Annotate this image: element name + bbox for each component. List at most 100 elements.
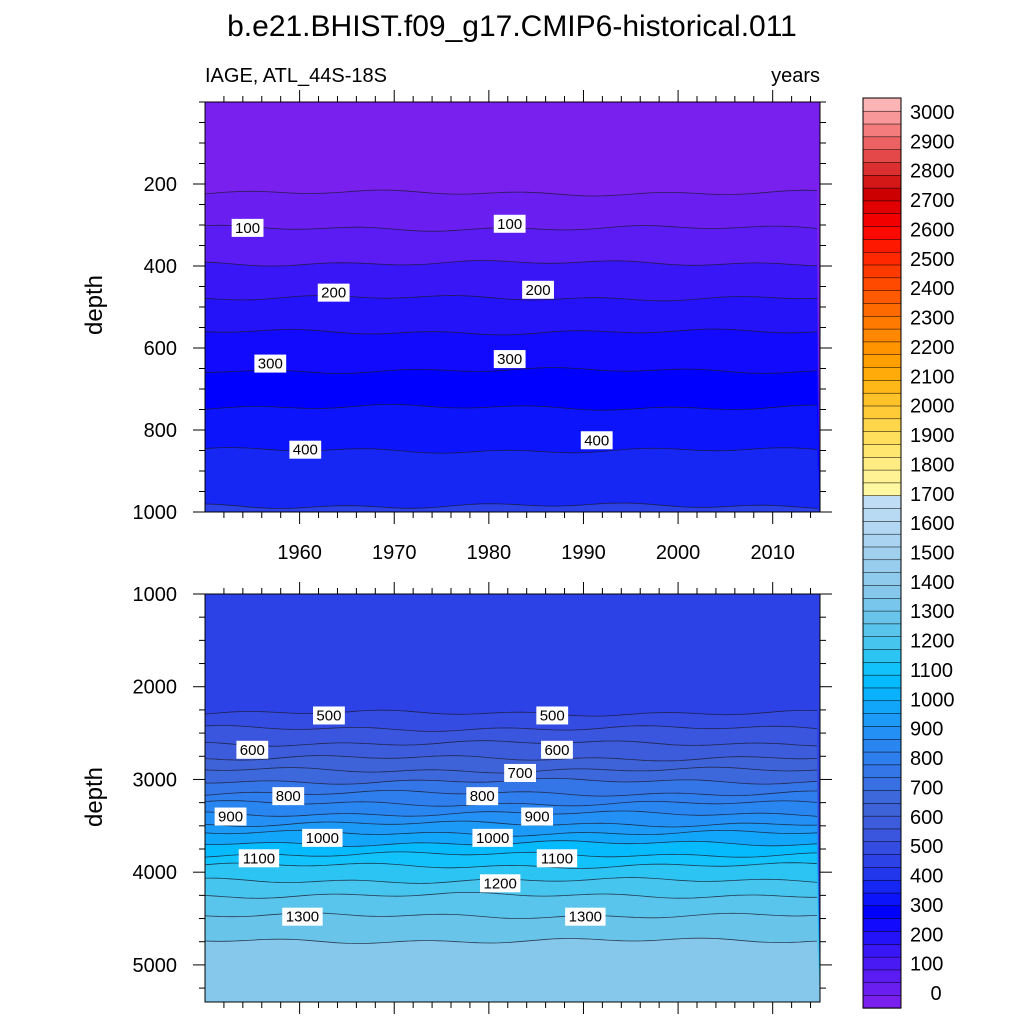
colorbar-swatch	[862, 328, 902, 343]
colorbar-swatch	[862, 161, 902, 176]
colorbar-swatch	[862, 571, 902, 586]
contour-label: 1100	[541, 850, 573, 867]
colorbar-swatch	[862, 251, 902, 266]
colorbar-swatch	[862, 469, 902, 484]
y-tick-label: 5000	[133, 955, 178, 977]
colorbar-swatch	[862, 277, 902, 291]
colorbar-label: 2300	[910, 308, 955, 330]
colorbar: 0 100 200 300 400 500 600 700 800 900 1000 1100 1200…	[862, 97, 955, 1009]
colorbar-label: 2000	[910, 396, 955, 418]
contour-label: 600	[240, 742, 265, 759]
colorbar-swatch	[862, 354, 902, 368]
y-axis-label: depth	[81, 275, 108, 335]
contour-label-box	[238, 849, 280, 868]
x-tick-label: 2000	[656, 542, 701, 564]
y-tick-label: 800	[144, 420, 177, 442]
contour-label-box	[317, 283, 350, 302]
contour-label: 800	[470, 788, 495, 805]
contour-label: 500	[316, 707, 341, 724]
colorbar-label: 2900	[910, 131, 955, 153]
colorbar-swatch	[862, 443, 902, 458]
y-tick-label: 3000	[133, 769, 178, 791]
contour-label-box	[466, 787, 499, 806]
colorbar-label: 1300	[910, 601, 955, 623]
upper-panel: 100 100 200 200 300 300 400 400 200 400 600 800 1000…	[81, 90, 832, 564]
colorbar-label: 700	[910, 777, 943, 799]
contour-line	[205, 740, 818, 747]
colorbar-swatch	[862, 853, 902, 868]
colorbar-label: 2700	[910, 190, 955, 212]
x-tick-label: 1980	[467, 542, 512, 564]
colorbar-label: 1500	[910, 543, 955, 565]
figure-title: b.e21.BHIST.f09_g17.CMIP6-historical.011	[227, 10, 797, 43]
colorbar-label: 500	[910, 836, 943, 858]
colorbar-swatch	[862, 712, 902, 727]
contour-label-box	[521, 807, 553, 826]
colorbar-label: 1800	[910, 454, 955, 476]
colorbar-label: 2500	[910, 249, 955, 271]
contour-label: 200	[526, 282, 551, 299]
colorbar-swatch	[862, 725, 902, 740]
contour-label-box	[313, 706, 345, 725]
contour-fill-band	[205, 447, 820, 512]
colorbar-swatch	[862, 379, 902, 394]
colorbar-swatch	[862, 430, 902, 445]
contour-label-box	[231, 218, 264, 237]
colorbar-swatch	[862, 546, 902, 561]
colorbar-swatch	[862, 892, 902, 907]
colorbar-label: 1700	[910, 484, 955, 506]
contour-line	[205, 851, 818, 858]
colorbar-swatch	[862, 648, 902, 663]
contour-label-box	[493, 214, 526, 233]
colorbar-swatch	[862, 597, 902, 612]
colorbar-swatch	[862, 930, 902, 945]
contour-line	[205, 820, 818, 828]
contour-line	[205, 937, 818, 944]
colorbar-swatch	[862, 302, 902, 317]
contour-label-box	[480, 874, 521, 893]
colorbar-label: 3000	[910, 102, 955, 124]
colorbar-swatch	[862, 315, 902, 330]
contour-label-box	[504, 763, 536, 782]
contour-label-box	[272, 787, 305, 806]
lower-panel: 500 500 600 600 700 800 800 900 900 1000 1000 1100 1…	[81, 582, 832, 1014]
contour-label: 200	[321, 285, 346, 302]
colorbar-swatch	[862, 943, 902, 958]
contour-label-box	[541, 740, 573, 759]
colorbar-swatch	[862, 584, 902, 599]
colorbar-swatch	[862, 405, 902, 420]
contour-line	[205, 800, 818, 807]
contour-label: 300	[497, 351, 522, 368]
colorbar-label: 1600	[910, 513, 955, 535]
contour-label: 500	[540, 707, 565, 724]
colorbar-swatch	[862, 290, 902, 304]
y-tick-label: 2000	[133, 677, 178, 699]
colorbar-swatch	[862, 982, 902, 996]
colorbar-swatch	[862, 700, 902, 714]
colorbar-label: 400	[910, 866, 943, 888]
colorbar-swatch	[862, 533, 902, 548]
colorbar-swatch	[862, 866, 902, 881]
x-tick-label: 2010	[750, 542, 795, 564]
colorbar-label: 2800	[910, 161, 955, 183]
contour-label-box	[289, 440, 322, 459]
colorbar-swatch	[862, 238, 902, 253]
colorbar-label: 1200	[910, 631, 955, 653]
left-string-top: IAGE, ATL_44S-18S	[205, 65, 387, 87]
colorbar-swatch	[862, 674, 902, 689]
contour-label: 1000	[306, 830, 339, 847]
contour-label-box	[254, 354, 287, 373]
colorbar-label: 800	[910, 748, 943, 770]
colorbar-swatch	[862, 879, 902, 894]
contour-label-box	[214, 807, 247, 826]
contour-line	[205, 810, 818, 817]
colorbar-swatch	[862, 738, 902, 753]
contour-line	[205, 328, 818, 336]
colorbar-swatch	[862, 200, 902, 215]
colorbar-label: 300	[910, 895, 943, 917]
y-tick-label: 400	[144, 256, 177, 278]
colorbar-swatch	[862, 687, 902, 702]
contour-label: 100	[235, 220, 260, 237]
contour-label-box	[236, 740, 269, 759]
